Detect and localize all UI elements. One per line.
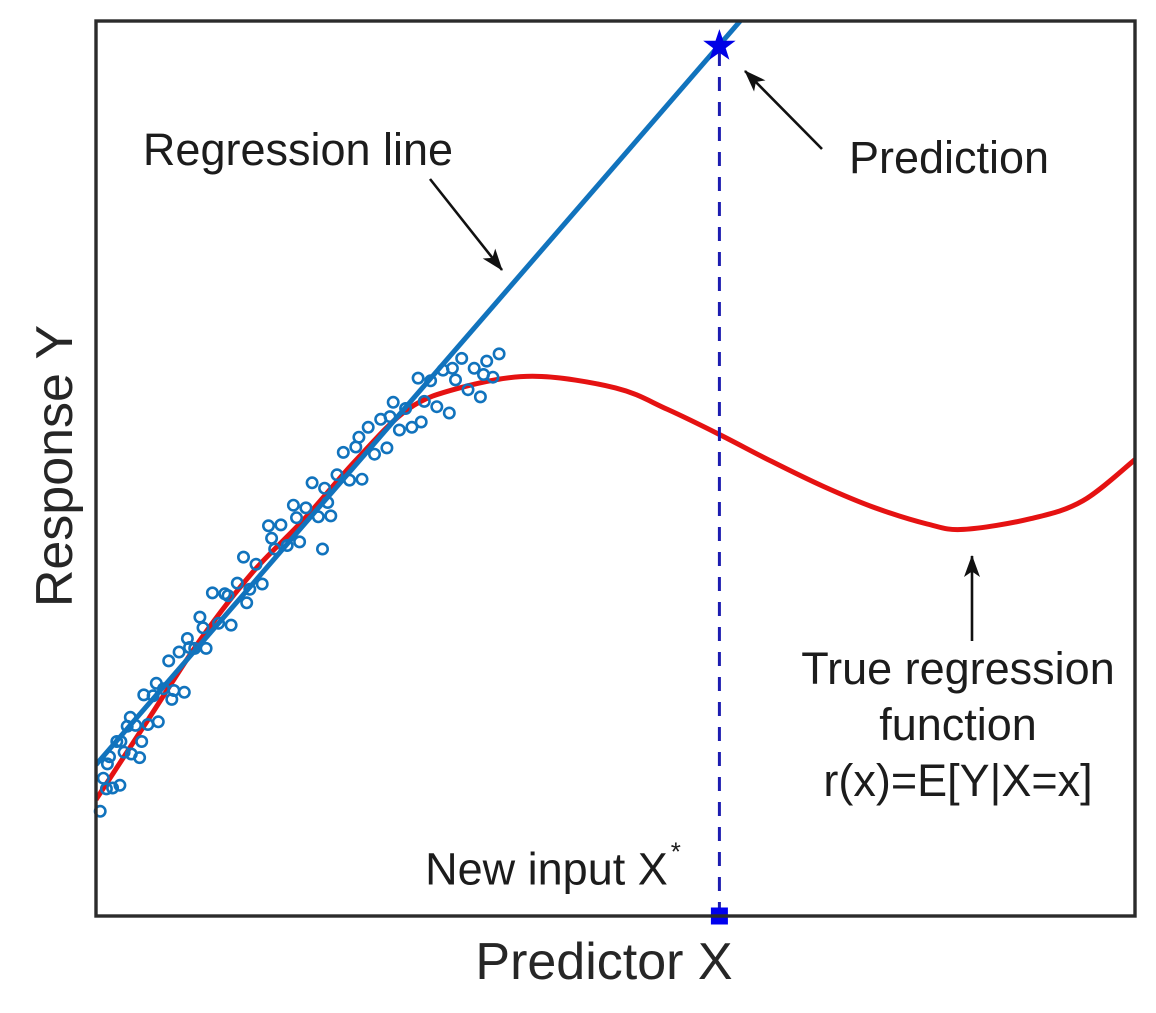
observation-point <box>180 631 194 645</box>
observation-point <box>473 390 487 404</box>
observation-point <box>480 354 494 368</box>
observation-point <box>110 734 124 748</box>
true-regression-curve <box>96 373 1135 801</box>
observation-point <box>230 576 244 590</box>
observation-point <box>386 395 400 409</box>
observation-point <box>274 518 288 532</box>
x-axis-label: Predictor X <box>475 932 732 992</box>
observation-point <box>321 495 335 509</box>
observation-point <box>367 447 381 461</box>
observation-point <box>286 498 300 512</box>
regression-line-label: Regression line <box>143 124 453 176</box>
observation-point <box>442 406 456 420</box>
observation-point <box>265 531 279 545</box>
regression-line <box>96 21 743 767</box>
observation-point <box>424 374 438 388</box>
observation-point <box>255 577 269 591</box>
observation-point <box>293 535 307 549</box>
observation-point <box>196 621 210 635</box>
observation-point <box>261 519 275 533</box>
new-input-label-superscript: * <box>670 836 681 867</box>
observation-point <box>221 589 235 603</box>
observation-point <box>318 481 332 495</box>
observation-point <box>411 371 425 385</box>
true-function-label-line3: r(x)=E[Y|X=x] <box>823 755 1093 806</box>
prediction-star-marker <box>703 29 736 60</box>
observation-point <box>103 750 117 764</box>
observation-point <box>240 596 254 610</box>
observation-point <box>177 685 191 699</box>
prediction-label-text: Prediction <box>848 132 1050 183</box>
observation-point <box>151 715 165 729</box>
true-function-label-line2: function <box>879 699 1037 750</box>
new-input-label-text: New input X <box>425 843 668 895</box>
observation-point <box>114 734 128 748</box>
observation-point <box>123 710 137 724</box>
regression-line-arrow <box>428 178 504 271</box>
observation-point <box>224 618 238 632</box>
prediction-label: Prediction <box>849 132 1049 184</box>
observation-point <box>149 676 163 690</box>
observation-point <box>315 542 329 556</box>
observation-point <box>405 420 419 434</box>
observation-point <box>113 778 127 792</box>
observation-point <box>299 501 313 515</box>
observation-point <box>106 781 120 795</box>
y-axis-label: Response Y <box>25 325 85 607</box>
observation-point <box>417 394 431 408</box>
observation-point <box>392 423 406 437</box>
observation-point <box>430 400 444 414</box>
observation-point <box>243 582 257 596</box>
observation-point <box>135 734 149 748</box>
observation-point <box>133 751 147 765</box>
observation-point <box>305 476 319 490</box>
observation-point <box>172 645 186 659</box>
new-input-label: New input X * <box>425 837 681 896</box>
observation-point <box>165 692 179 706</box>
observation-point <box>448 373 462 387</box>
observation-point <box>336 445 350 459</box>
true-function-label-line1: True regression <box>801 643 1115 694</box>
observation-point <box>355 472 369 486</box>
observation-point <box>311 510 325 524</box>
observation-point <box>461 383 475 397</box>
observation-point <box>100 757 114 771</box>
observation-point <box>330 468 344 482</box>
observation-point <box>455 351 469 365</box>
observation-point <box>414 415 428 429</box>
observation-point <box>467 361 481 375</box>
prediction-arrow <box>744 70 823 150</box>
observation-point <box>476 367 490 381</box>
observation-point <box>212 616 226 630</box>
observation-point <box>324 509 338 523</box>
observation-point <box>99 782 113 796</box>
observation-point <box>399 401 413 415</box>
observation-point <box>205 586 219 600</box>
observation-point <box>249 557 263 571</box>
observation-point <box>237 550 251 564</box>
observation-point <box>445 361 459 375</box>
x-axis-label-text: Predictor X <box>475 933 733 991</box>
observation-point <box>380 441 394 455</box>
true-function-label: True regression function r(x)=E[Y|X=x] <box>801 641 1114 809</box>
observation-point <box>193 610 207 624</box>
observation-point <box>162 654 176 668</box>
axes-box <box>94 19 1137 918</box>
observation-point <box>352 430 366 444</box>
observation-point <box>492 347 506 361</box>
regression-line-label-text: Regression line <box>142 124 454 175</box>
observation-point <box>383 410 397 424</box>
y-axis-label-text: Response Y <box>26 324 84 608</box>
observation-point <box>361 420 375 434</box>
observation-point <box>289 511 303 525</box>
observation-point <box>280 538 294 552</box>
observation-point <box>96 771 110 785</box>
observation-point <box>342 473 356 487</box>
observation-point <box>199 641 213 655</box>
observation-point <box>146 689 160 703</box>
